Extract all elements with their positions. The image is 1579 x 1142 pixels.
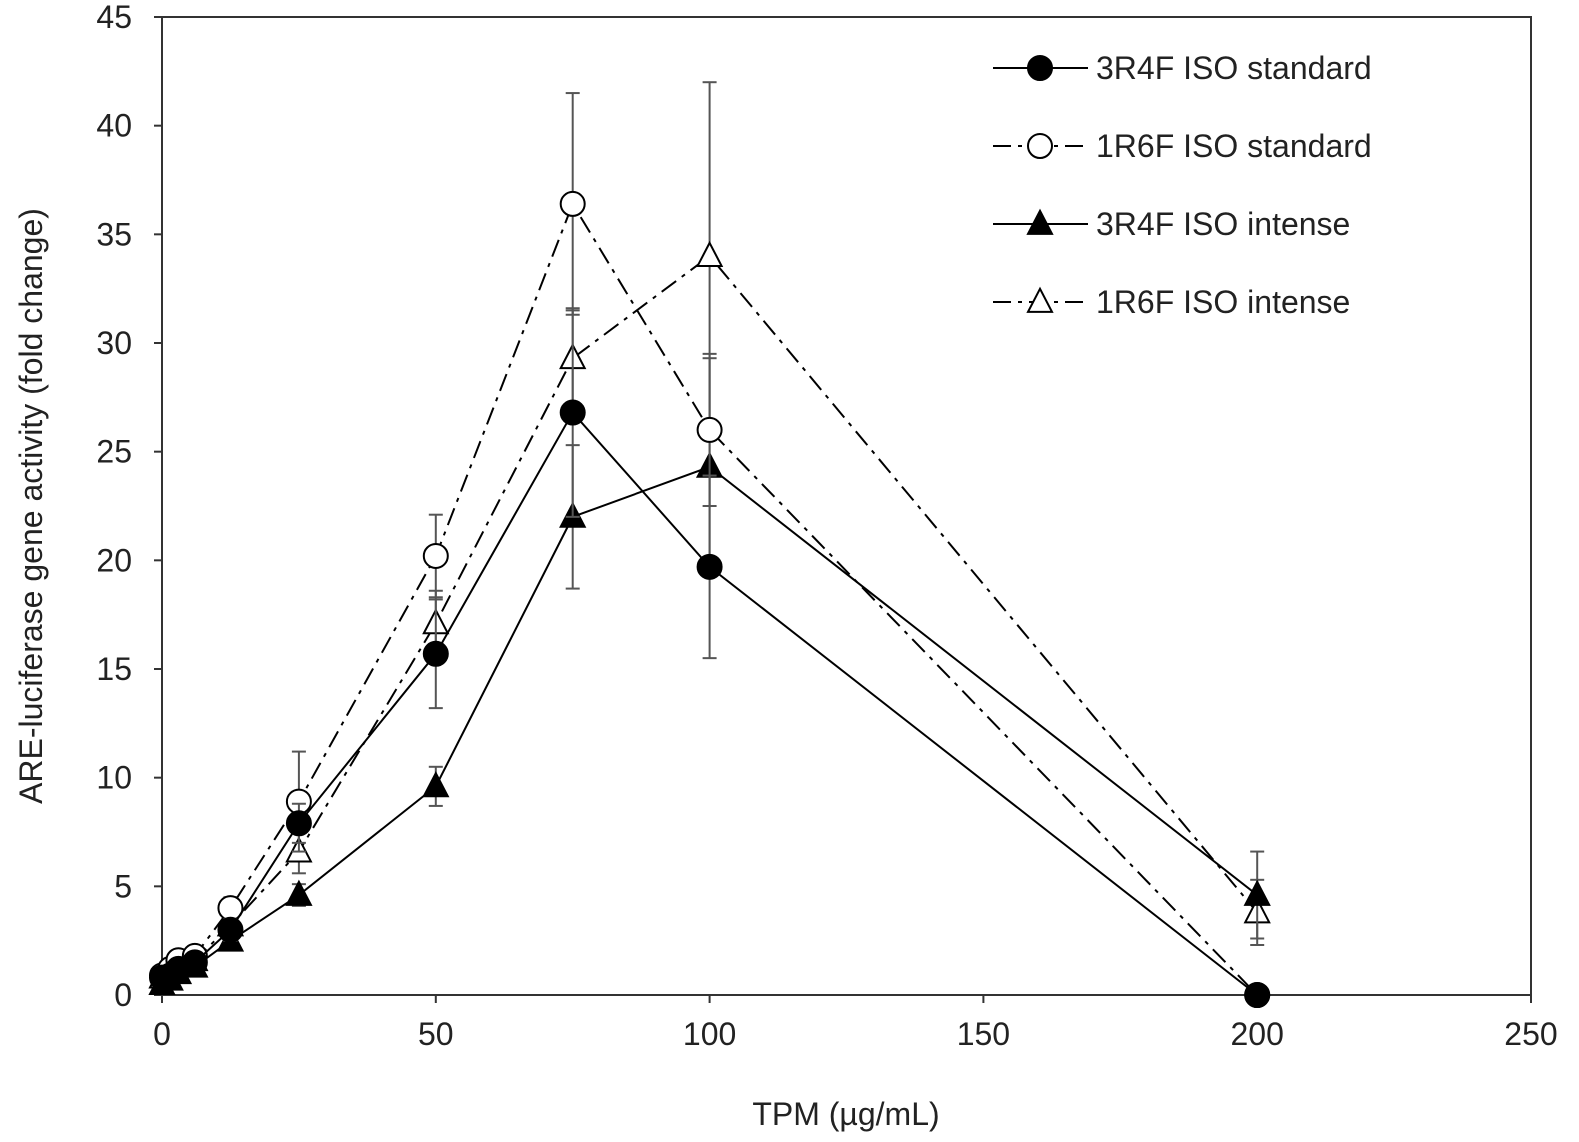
- data-point-marker: [217, 916, 244, 943]
- data-point-marker: [422, 542, 449, 569]
- data-point-marker: [285, 810, 312, 837]
- data-point-marker: [695, 240, 724, 267]
- data-point-marker: [1026, 208, 1054, 235]
- series-3r4f-iso-standard: [149, 307, 1271, 1008]
- y-axis-title: ARE-luciferase gene activity (fold chang…: [13, 208, 49, 804]
- y-tick-label: 45: [96, 0, 132, 35]
- data-point-marker: [696, 553, 723, 580]
- data-point-marker: [422, 640, 449, 667]
- data-point-marker: [181, 949, 208, 976]
- series-group: [148, 81, 1271, 1008]
- y-tick-label: 35: [96, 216, 132, 252]
- legend: 3R4F ISO standard 1R6F ISO standard 3R4F I…: [993, 50, 1372, 320]
- data-point-marker: [1244, 982, 1271, 1008]
- legend-label: 3R4F ISO standard: [1096, 50, 1372, 86]
- data-point-marker: [422, 770, 450, 798]
- y-tick-label: 30: [96, 325, 132, 361]
- y-tick-label: 25: [96, 434, 132, 470]
- x-tick-label: 0: [153, 1016, 171, 1052]
- y-tick-label: 20: [96, 542, 132, 578]
- y-tick-label: 0: [114, 977, 132, 1013]
- plot-area: [161, 16, 1532, 996]
- x-tick-label: 250: [1504, 1016, 1557, 1052]
- x-axis-title: TPM (µg/mL): [752, 1096, 939, 1132]
- x-tick-label: 150: [957, 1016, 1010, 1052]
- legend-label: 3R4F ISO intense: [1096, 206, 1350, 242]
- legend-label: 1R6F ISO intense: [1096, 284, 1350, 320]
- data-point-marker: [1027, 55, 1053, 81]
- data-point-marker: [696, 416, 723, 443]
- x-tick-label: 200: [1231, 1016, 1284, 1052]
- data-point-marker: [559, 190, 586, 217]
- legend-label: 1R6F ISO standard: [1096, 128, 1372, 164]
- y-tick-label: 15: [96, 651, 132, 687]
- y-tick-label: 5: [114, 868, 132, 904]
- axes: 0 50 100 150 200 250 0 5 10 15 20 25 30 35 40 45: [96, 0, 1557, 1052]
- data-point-marker: [559, 399, 586, 426]
- y-tick-label: 40: [96, 108, 132, 144]
- y-tick-label: 10: [96, 760, 132, 796]
- data-point-marker: [1026, 286, 1054, 313]
- data-point-marker: [1027, 133, 1053, 159]
- data-point-marker: [285, 879, 313, 906]
- x-tick-label: 100: [683, 1016, 736, 1052]
- x-tick-label: 50: [418, 1016, 454, 1052]
- data-point-marker: [1243, 879, 1271, 906]
